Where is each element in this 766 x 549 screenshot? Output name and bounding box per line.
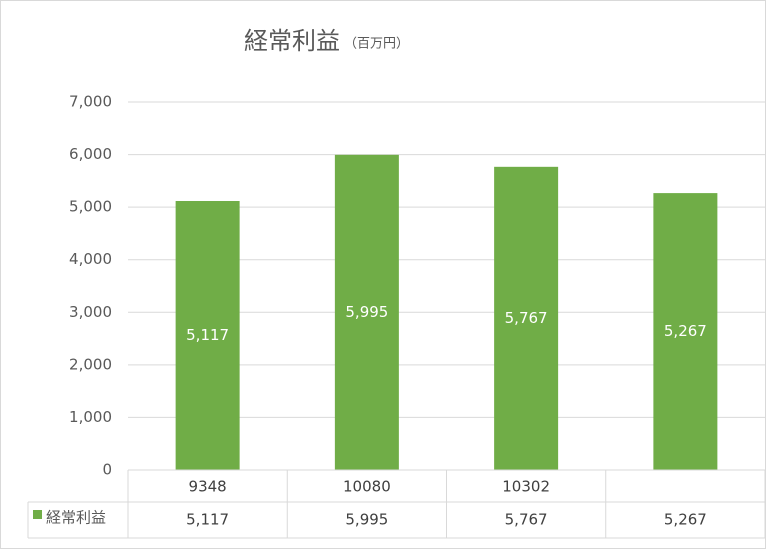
legend-label: 経常利益 bbox=[46, 509, 106, 527]
value-label: 5,767 bbox=[505, 309, 548, 327]
table-value: 5,117 bbox=[186, 511, 229, 529]
y-tick-label: 6,000 bbox=[69, 145, 112, 163]
x-tick-label: 10302 bbox=[502, 478, 550, 496]
x-tick-label: 10080 bbox=[343, 478, 391, 496]
chart-subtitle: （百万円） bbox=[344, 37, 409, 52]
bar bbox=[175, 200, 240, 470]
y-tick-label: 2,000 bbox=[69, 355, 112, 373]
value-label: 5,995 bbox=[345, 303, 388, 321]
y-tick-label: 0 bbox=[102, 461, 112, 479]
bar bbox=[494, 166, 559, 471]
table-value: 5,267 bbox=[664, 511, 707, 529]
y-tick-label: 7,000 bbox=[69, 93, 112, 111]
y-tick-label: 4,000 bbox=[69, 250, 112, 268]
bar bbox=[653, 193, 718, 470]
x-tick-label: 9348 bbox=[189, 478, 227, 496]
table-value: 5,767 bbox=[505, 511, 548, 529]
legend-key bbox=[33, 510, 42, 519]
bar bbox=[334, 154, 399, 470]
y-tick-label: 1,000 bbox=[69, 408, 112, 426]
table-value: 5,995 bbox=[345, 511, 388, 529]
value-label: 5,117 bbox=[186, 326, 229, 344]
value-label: 5,267 bbox=[664, 322, 707, 340]
y-tick-label: 3,000 bbox=[69, 303, 112, 321]
y-tick-label: 5,000 bbox=[69, 198, 112, 216]
chart-title: 経常利益 bbox=[244, 27, 340, 55]
